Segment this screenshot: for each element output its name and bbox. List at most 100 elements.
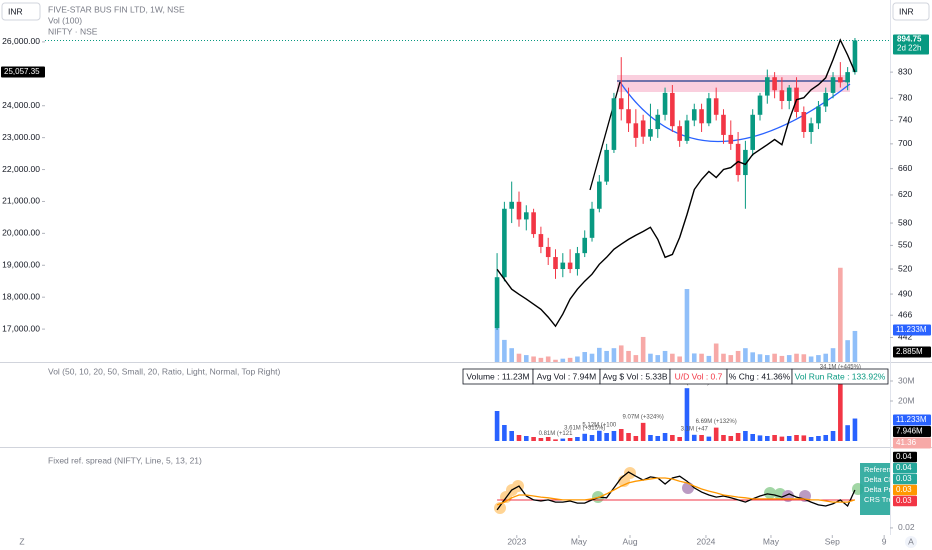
volume-pane-bar: [662, 433, 668, 441]
volume-pane-bar: [633, 436, 639, 441]
y-tick-label: 830: [898, 66, 912, 76]
y2-tick-label: 21,000.00: [2, 196, 40, 206]
candle-body: [699, 109, 704, 124]
volume-bar: [655, 355, 661, 362]
volume-bar: [618, 345, 624, 362]
currency-label[interactable]: INR: [899, 6, 914, 16]
volume-pane-bar: [611, 431, 617, 441]
candle-body: [838, 77, 843, 83]
volume-bar: [699, 353, 704, 362]
volume-pane-bar: [852, 418, 858, 441]
y2-tick-label: 18,000.00: [2, 291, 40, 301]
volume-bar: [735, 350, 741, 362]
candle-body: [808, 123, 814, 132]
stat-text: Vol Run Rate : 133.92%: [795, 371, 886, 381]
volume-bar: [786, 355, 792, 362]
candle-body: [611, 98, 617, 150]
currency-button[interactable]: [892, 2, 930, 21]
candle-body: [757, 95, 763, 115]
candle-body: [816, 106, 821, 124]
volume-pane-bar: [502, 425, 507, 441]
volume-bar: [670, 353, 675, 362]
volume-pane-bar: [786, 436, 792, 441]
volume-bar: [633, 355, 639, 362]
volume-bar: [845, 340, 850, 362]
candle-body: [640, 120, 646, 137]
y2-tick-label: 20,000.00: [2, 228, 40, 238]
candle-body: [670, 92, 675, 127]
volume-bar: [830, 348, 836, 362]
y-tick-label: 700: [898, 138, 912, 148]
volume-pane-bar: [830, 431, 836, 441]
volume-pane-badge-bg: [893, 437, 931, 449]
y2-tick-label: 26,000.00: [2, 36, 40, 46]
currency-label[interactable]: INR: [8, 6, 23, 16]
currency-button[interactable]: [1, 2, 41, 21]
nifty-badge-bg: [1, 66, 45, 78]
y-tick-label: 442: [898, 332, 912, 342]
volume-bar: [553, 359, 558, 362]
candle-body: [823, 92, 829, 107]
spread-badge: 0.04: [896, 463, 912, 472]
nifty-badge: 25,057.35: [4, 67, 40, 76]
candle-body: [494, 277, 500, 329]
x-tick-label: May: [571, 536, 588, 546]
candle-body: [545, 246, 551, 258]
volume-pane-badge-bg: [893, 426, 931, 437]
volume-pane-badge: 7.946M: [896, 427, 923, 436]
volume-bar: [582, 352, 588, 362]
x-tick-label: Sep: [825, 536, 840, 546]
volume-annotation: 34.1M (+445%): [820, 364, 861, 370]
zoom-button[interactable]: Z: [19, 536, 24, 546]
candle-body: [735, 143, 741, 176]
volume-pane-bar: [582, 433, 588, 441]
y2-tick-label: 22,000.00: [2, 164, 40, 174]
volume-bar: [684, 289, 690, 362]
volume-pane-badge: 11.233M: [896, 415, 927, 424]
spread-title: Fixed ref. spread (NIFTY, Line, 5, 13, 2…: [48, 455, 202, 465]
spread-badge: 0.03: [896, 474, 912, 483]
volume-pane-bar: [706, 436, 712, 441]
stat-text: Volume : 11.23M: [466, 371, 529, 381]
volume-bar: [743, 348, 748, 362]
volume-bar: [779, 355, 785, 362]
volume-annotation: 3.1M (+47: [681, 426, 709, 432]
spread-badge-bg: [893, 451, 917, 463]
volume-pane-bar: [808, 437, 814, 441]
volume-pane-bar: [794, 435, 799, 441]
legend-box: [860, 463, 890, 515]
cup-arc: [619, 81, 851, 143]
subtitle: NIFTY · NSE: [48, 26, 98, 36]
candle-body: [538, 234, 544, 247]
stat-text: Avg $ Vol : 5.33B: [602, 371, 667, 381]
y-tick-label: 0.02: [898, 522, 915, 532]
volume-bar: [801, 354, 807, 362]
volume-pane-bar: [575, 437, 580, 441]
volume-bar: [662, 350, 668, 362]
volume-bar: [604, 350, 609, 362]
volume-pane-bar: [626, 433, 631, 441]
candle-body: [648, 129, 653, 137]
candle-body: [553, 257, 558, 270]
candle-body: [713, 98, 719, 115]
y-tick-label: 580: [898, 217, 912, 227]
candle-body: [691, 109, 697, 121]
y-tick-label: 620: [898, 189, 912, 199]
volume-bar: [531, 356, 536, 362]
volume-pane-bar: [604, 433, 609, 441]
volume-pane-bar: [684, 388, 690, 441]
volume-pane-bar: [509, 431, 514, 441]
auto-button[interactable]: A: [908, 536, 914, 546]
auto-button-bg[interactable]: [905, 536, 917, 548]
y-tick-label: 660: [898, 163, 912, 173]
volume-pane-bar: [516, 435, 522, 441]
volume-pane-bar: [567, 438, 573, 441]
price-badge: 894.75: [897, 35, 922, 44]
volume-bar: [509, 348, 514, 362]
volume-badge: 11.233M: [896, 325, 927, 334]
legend-entry: Delta CR: [864, 475, 895, 484]
volume-bar: [691, 353, 697, 362]
candle-body: [516, 201, 522, 220]
volume-pane-bar: [823, 435, 829, 441]
